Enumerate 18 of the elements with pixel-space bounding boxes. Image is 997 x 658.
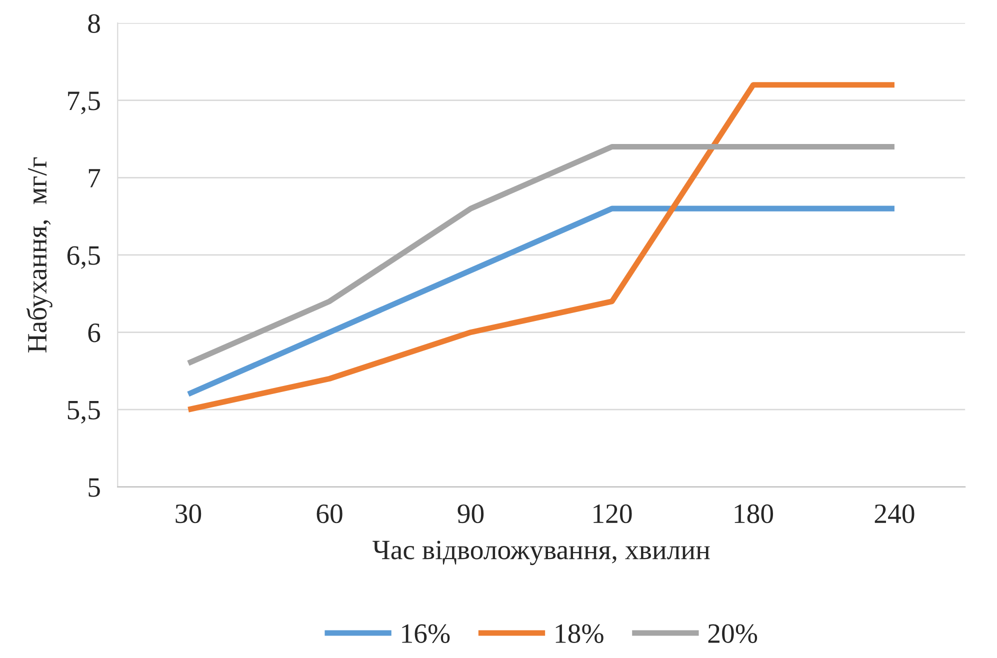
y-tick-label: 7 bbox=[88, 169, 100, 188]
legend-label: 18% bbox=[556, 624, 604, 644]
y-tick-label: 5 bbox=[88, 478, 100, 497]
y-tick-label: 6,5 bbox=[67, 246, 100, 269]
y-tick-label: 6 bbox=[88, 324, 100, 342]
x-tick-label: 90 bbox=[458, 504, 484, 524]
x-tick-label: 30 bbox=[176, 504, 202, 524]
legend-label: 20% bbox=[708, 624, 758, 644]
legend-label: 16% bbox=[402, 624, 450, 644]
y-tick-label: 7,5 bbox=[68, 92, 100, 114]
y-tick-label: 5,5 bbox=[68, 401, 100, 424]
x-tick-label: 240 bbox=[874, 504, 914, 524]
x-tick-label: 60 bbox=[316, 504, 342, 524]
x-tick-label: 120 bbox=[594, 504, 632, 524]
y-axis-title: Набухання, мг/г bbox=[26, 157, 52, 352]
x-tick-label: 180 bbox=[734, 504, 774, 524]
y-tick-label: 8 bbox=[88, 14, 100, 33]
x-axis-title: Час відволожування, хвилин bbox=[372, 540, 710, 566]
